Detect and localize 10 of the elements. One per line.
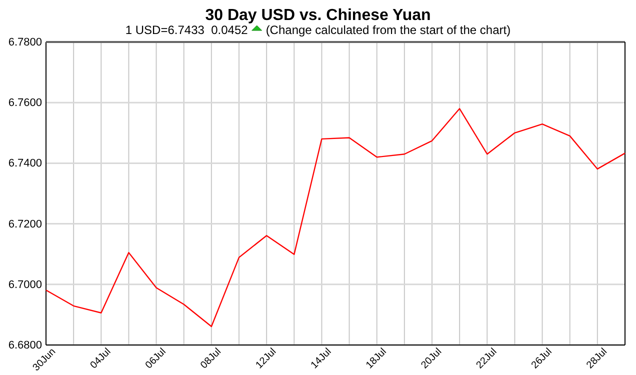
y-tick-label: 6.7400 (8, 158, 42, 170)
y-tick-label: 6.7000 (8, 278, 42, 291)
y-tick-label: 6.7600 (8, 97, 42, 110)
y-tick-label: 6.7800 (8, 36, 42, 49)
text: (Change calculated from the start of the chart) (266, 23, 511, 37)
chart-title: 30 Day USD vs. Chinese Yuan (205, 7, 431, 24)
chart-subtitle: 1 USD=6.7433 0.0452 (125, 23, 248, 37)
y-tick-label: 6.7200 (8, 218, 42, 230)
line-series (45, 108, 626, 328)
y-tick-label: 6.6800 (8, 340, 42, 352)
